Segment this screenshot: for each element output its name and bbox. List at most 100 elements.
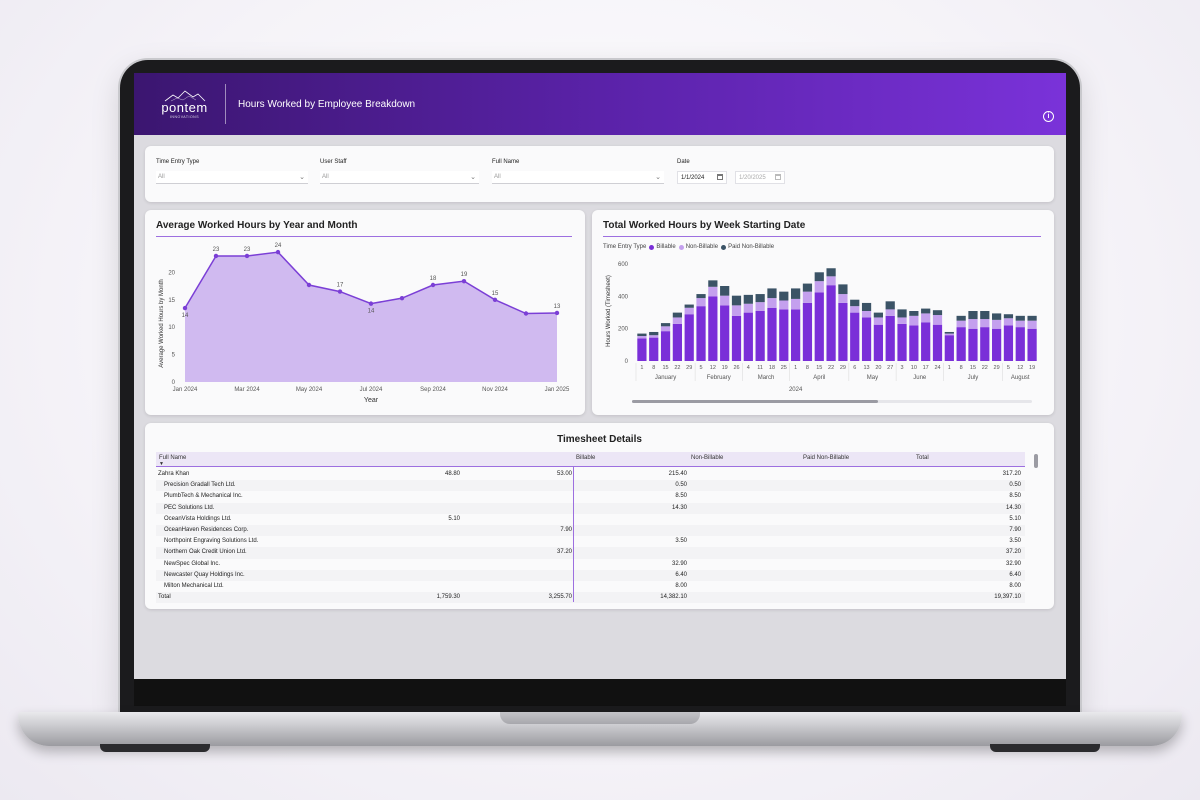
date-end-value: 1/20/2025 (739, 174, 766, 181)
total-hours-chart-card: Total Worked Hours by Week Starting Date… (592, 210, 1054, 415)
x-tick-label: 24 (934, 365, 940, 371)
table-row[interactable]: Northpoint Engraving Solutions Ltd. 3.50 3… (156, 536, 1025, 547)
info-icon[interactable]: i (1043, 111, 1054, 122)
table-row[interactable]: Milton Mechanical Ltd. 8.00 8.00 (156, 581, 1025, 592)
x-tick-label: 1 (948, 365, 951, 371)
column-header-paid-non-billable[interactable]: Paid Non-Billable (803, 455, 850, 461)
month-label: January (655, 375, 676, 381)
select-value: All (158, 174, 165, 180)
bar-segment-non-billable (731, 305, 742, 316)
bar-segment-non-billable (814, 281, 824, 293)
data-point (213, 253, 219, 259)
bar-segment-paid-non-billable (1003, 314, 1014, 319)
table-row[interactable]: Zahra Khan 215.40 53.00 48.80 317.20 (156, 469, 1025, 480)
pontem-logo: pontem INNOVATIONS (154, 84, 226, 124)
laptop-foot (100, 744, 210, 752)
column-header-non-billable[interactable]: Non-Billable (691, 455, 724, 461)
table-row[interactable]: PEC Solutions Ltd. 14.30 14.30 (156, 502, 1025, 514)
x-tick-label: 19 (1029, 365, 1035, 371)
x-tick-label: 12 (1017, 365, 1023, 371)
bar-segment-billable (968, 328, 978, 361)
legend-item-non-billable[interactable]: Non-Billable (678, 244, 719, 250)
table-row[interactable]: PlumbTech & Mechanical Inc. 8.50 8.50 (156, 491, 1025, 502)
table-row[interactable]: OceanHaven Residences Corp. 7.90 7.90 (156, 524, 1025, 537)
column-header-total[interactable]: Total (916, 455, 929, 461)
table-row[interactable]: Precision Gradall Tech Ltd. 0.50 0.50 (156, 480, 1025, 492)
chart-title: Average Worked Hours by Year and Month (156, 220, 358, 231)
column-header-full-name[interactable]: Full Name (159, 455, 187, 461)
y-tick-label: 0 (625, 359, 629, 365)
table-total-row[interactable]: Total 14,382.10 3,255.70 1,759.30 19,397.10 (156, 592, 1025, 604)
cell-total: 6.40 (1009, 571, 1021, 578)
table-row[interactable]: Northern Oak Credit Union Ltd. 37.20 37.20 (156, 547, 1025, 559)
cell-paid-non-billable: 5.10 (448, 515, 460, 522)
cell-total: 5.10 (1009, 515, 1021, 522)
year-label: 2024 (789, 387, 803, 393)
x-tick-label: 6 (853, 365, 856, 371)
data-label: 17 (337, 283, 344, 289)
bar-segment-billable (637, 338, 647, 361)
chevron-down-icon: ⌄ (299, 174, 305, 181)
cell-full-name: Zahra Khan (158, 471, 190, 477)
table-vertical-scrollbar[interactable] (1034, 454, 1038, 468)
table-row[interactable]: OceanVista Holdings Ltd. 5.10 5.10 (156, 514, 1025, 525)
bar-segment-billable (838, 302, 848, 361)
bar-segment-non-billable (838, 294, 848, 303)
bar-segment-billable (1003, 325, 1014, 361)
cell-total: 19,397.10 (994, 594, 1021, 601)
bar-segment-paid-non-billable (672, 312, 682, 318)
bar-segment-billable (956, 327, 966, 361)
bar-segment-paid-non-billable (992, 313, 1002, 320)
bar-segment-billable (1015, 327, 1025, 361)
table-row[interactable]: Newcaster Quay Holdings Inc. 6.40 6.40 (156, 569, 1025, 581)
avg-hours-area-chart: 0 5 10 15 20 14 23 23 24 17 14 18 19 15 13 Jan 2024 Mar … (159, 243, 570, 404)
sort-down-icon[interactable]: ▼ (159, 461, 164, 467)
legend-label: Non-Billable (685, 244, 719, 250)
date-start-input[interactable]: 1/1/2024 (677, 171, 727, 184)
data-label: 14 (368, 309, 375, 315)
x-tick-label: 29 (686, 365, 692, 371)
cell-non-billable: 3,255.70 (548, 594, 572, 601)
legend-item-paid-non-billable[interactable]: Paid Non-Billable (721, 244, 774, 250)
x-tick-label: Jan 2025 (545, 387, 570, 393)
chart-horizontal-scrollbar[interactable] (632, 400, 878, 403)
laptop-notch (500, 712, 700, 724)
data-point (182, 305, 188, 311)
avg-hours-chart-card: Average Worked Hours by Year and Month 0… (145, 210, 585, 415)
month-label: March (758, 375, 775, 381)
cell-billable: 8.00 (675, 582, 687, 589)
logo-text: pontem (161, 99, 208, 115)
bar-segment-non-billable (649, 335, 659, 338)
legend-dot (721, 244, 727, 250)
cell-full-name: PEC Solutions Ltd. (164, 504, 215, 511)
x-tick-label: 8 (652, 365, 655, 371)
cell-total: 14.30 (1005, 504, 1021, 511)
bar-segment-billable (791, 309, 801, 361)
data-point (492, 297, 498, 302)
date-start-value: 1/1/2024 (681, 174, 705, 181)
date-end-input[interactable]: 1/20/2025 (735, 171, 785, 184)
bar-segment-paid-non-billable (873, 312, 883, 318)
bar-segment-paid-non-billable (932, 310, 943, 316)
bar-segment-non-billable (826, 276, 836, 286)
x-tick-label: 5 (699, 365, 702, 371)
legend-item-billable[interactable]: Billable (649, 244, 676, 250)
x-tick-label: May 2024 (296, 387, 323, 393)
bar-segment-paid-non-billable (779, 291, 789, 301)
bar-segment-non-billable (897, 317, 907, 324)
bar-segment-non-billable (672, 317, 682, 324)
full-name-select[interactable]: All ⌄ (492, 171, 664, 184)
user-staff-select[interactable]: All ⌄ (320, 171, 479, 184)
data-point (275, 249, 281, 255)
table-row[interactable]: NewSpec Global Inc. 32.90 32.90 (156, 559, 1025, 570)
bar-segment-non-billable (850, 306, 860, 313)
chevron-down-icon: ⌄ (655, 174, 661, 181)
month-label: August (1011, 375, 1030, 381)
time-entry-type-select[interactable]: All ⌄ (156, 171, 308, 184)
bar-segment-paid-non-billable (885, 301, 895, 310)
legend-dot (649, 244, 655, 250)
column-header-billable[interactable]: Billable (576, 455, 596, 461)
y-tick-label: 20 (168, 270, 175, 276)
y-tick-label: 400 (618, 294, 629, 300)
